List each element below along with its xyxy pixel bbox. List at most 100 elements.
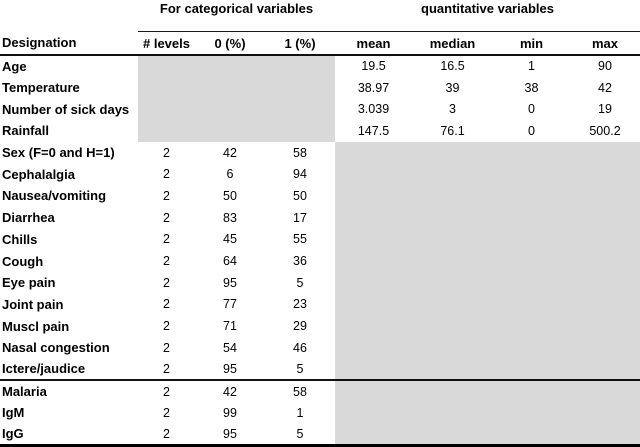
cell-max: 19	[598, 102, 612, 117]
cell-levels: 2	[163, 340, 170, 355]
cell-min: 0	[528, 102, 535, 117]
cell-max	[570, 206, 640, 229]
column-header-mean: mean	[335, 31, 412, 56]
column-header-0pct: 0 (%)	[195, 31, 265, 56]
cell-levels: 2	[163, 405, 170, 420]
row-label: Eye pain	[2, 275, 56, 291]
cell-min	[493, 228, 570, 251]
cell-mean	[335, 315, 412, 337]
table-row: Cephalalgia 2 6 94	[0, 163, 640, 186]
table-row: Diarrhea 2 83 17	[0, 206, 640, 229]
row-label: Joint pain	[2, 296, 64, 312]
table-row: Muscl pain 2 71 29	[0, 315, 640, 337]
cell-p1	[265, 120, 335, 142]
cell-median	[412, 250, 493, 272]
cell-mean	[335, 358, 412, 382]
cell-mean	[335, 250, 412, 272]
cell-median	[412, 423, 493, 447]
row-label: IgG	[0, 423, 138, 447]
cell-mean	[335, 206, 412, 229]
cell-levels: 2	[138, 358, 195, 382]
cell-max	[570, 141, 640, 164]
table-row: Nasal congestion 2 54 46	[0, 336, 640, 359]
cell-mean	[335, 402, 412, 424]
cell-p0: 99	[223, 405, 237, 420]
cell-min	[493, 271, 570, 294]
cell-min	[493, 423, 570, 447]
cell-p0: 45	[223, 232, 237, 247]
table-row: Malaria 2 42 58	[0, 380, 640, 402]
cell-p1	[265, 76, 335, 99]
cell-min	[493, 380, 570, 402]
cell-p1: 50	[293, 188, 307, 203]
row-label: Chills	[2, 231, 38, 247]
cell-median: 76.1	[440, 123, 465, 138]
cell-max	[570, 423, 640, 447]
cell-p1: 29	[293, 319, 307, 334]
table-row: Joint pain 2 77 23	[0, 293, 640, 316]
cell-p1: 5	[296, 275, 304, 290]
cell-p0	[195, 98, 265, 121]
cell-p0	[195, 76, 265, 99]
cell-median	[412, 402, 493, 424]
cell-min	[493, 141, 570, 164]
row-label: IgM	[2, 405, 25, 421]
row-label: Nausea/vomiting	[2, 188, 107, 204]
table-row: Chills 2 45 55	[0, 228, 640, 251]
cell-max	[570, 250, 640, 272]
cell-p1: 58	[293, 145, 307, 160]
table-row: Sex (F=0 and H=1) 2 42 58	[0, 141, 640, 164]
row-label: Ictere/jaudice	[0, 358, 138, 382]
table-row: Ictere/jaudice 2 95 5	[0, 358, 640, 382]
cell-p1: 36	[293, 254, 307, 269]
cell-max: 90	[598, 59, 612, 74]
row-label: Malaria	[2, 384, 47, 400]
cell-p1: 23	[293, 297, 307, 312]
cell-p1: 1	[296, 405, 304, 420]
cell-mean	[335, 185, 412, 207]
table-row: Age 19.5 16.5 1 90	[0, 55, 640, 77]
cell-max	[570, 402, 640, 424]
cell-levels	[138, 98, 195, 121]
cell-levels	[138, 120, 195, 142]
table-row: Number of sick days 3.039 3 0 19	[0, 98, 640, 121]
cell-min	[493, 206, 570, 229]
column-header-median: median	[412, 31, 493, 56]
cell-mean	[335, 293, 412, 316]
cell-levels: 2	[163, 210, 170, 225]
cell-mean	[335, 163, 412, 186]
cell-mean	[335, 423, 412, 447]
cell-p0: 83	[223, 210, 237, 225]
column-header-levels: # levels	[138, 31, 195, 56]
cell-p0: 71	[223, 319, 237, 334]
cell-p0: 95	[223, 275, 237, 290]
cell-p1: 5	[265, 423, 335, 447]
cell-min: 38	[524, 80, 539, 95]
cell-p1: 58	[293, 384, 307, 399]
row-label: Nasal congestion	[2, 340, 110, 356]
row-label: Age	[2, 58, 27, 74]
table-body: Age 19.5 16.5 1 90 Temperature 38.97 39 38 42 Numb…	[0, 55, 640, 447]
cell-median	[412, 163, 493, 186]
cell-max	[570, 336, 640, 359]
cell-max	[570, 358, 640, 382]
cell-mean	[335, 380, 412, 402]
cell-p1	[265, 98, 335, 121]
cell-mean	[335, 228, 412, 251]
cell-median	[412, 293, 493, 316]
table-row: Rainfall 147.5 76.1 0 500.2	[0, 120, 640, 142]
cell-levels: 2	[163, 188, 170, 203]
cell-median	[412, 271, 493, 294]
cell-p0	[195, 55, 265, 77]
cell-max	[570, 163, 640, 186]
cell-p0: 95	[195, 358, 265, 382]
cell-median	[412, 358, 493, 382]
cell-min: 0	[528, 123, 535, 138]
cell-p1: 5	[265, 358, 335, 382]
cell-median	[412, 206, 493, 229]
cell-levels	[138, 55, 195, 77]
cell-min: 1	[528, 59, 535, 74]
cell-mean: 3.039	[357, 102, 390, 117]
cell-p0: 6	[226, 167, 234, 182]
